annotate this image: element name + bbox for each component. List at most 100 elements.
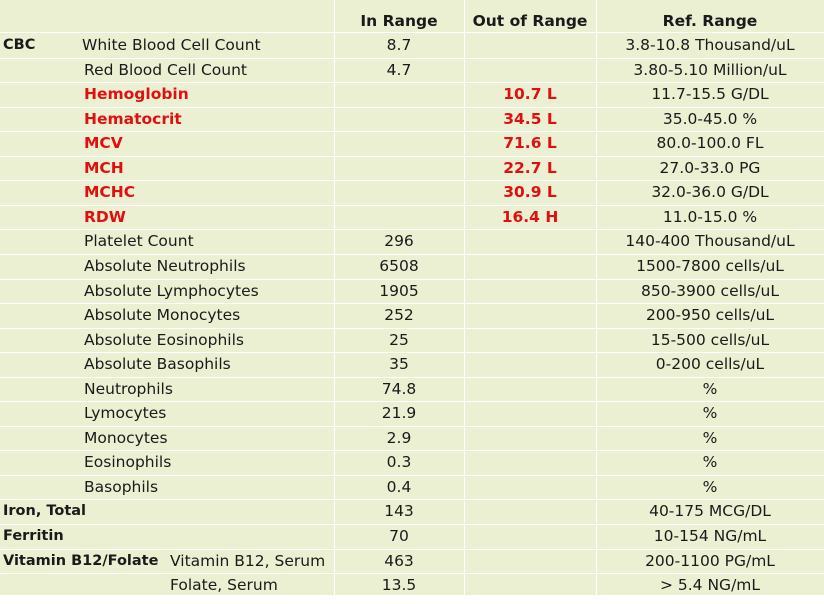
test-name: Lymocytes bbox=[84, 404, 167, 422]
test-name: RDW bbox=[84, 208, 126, 226]
test-name: MCV bbox=[84, 134, 123, 152]
row-divider bbox=[0, 549, 824, 550]
reference-range: 850-3900 cells/uL bbox=[641, 282, 779, 300]
group-label: Iron, Total bbox=[3, 503, 86, 519]
reference-range: > 5.4 NG/mL bbox=[659, 576, 761, 594]
row-divider bbox=[0, 107, 824, 108]
in-range-value: 8.7 bbox=[386, 36, 412, 54]
reference-range: 200-1100 PG/mL bbox=[645, 552, 775, 570]
test-name: Monocytes bbox=[84, 429, 168, 447]
out-of-range-value: 30.9 L bbox=[503, 183, 557, 201]
in-range-value: 252 bbox=[384, 306, 414, 324]
reference-range: 15-500 cells/uL bbox=[650, 331, 770, 349]
row-divider bbox=[0, 180, 824, 181]
reference-range: % bbox=[702, 478, 718, 496]
test-name: White Blood Cell Count bbox=[82, 36, 261, 54]
row-divider bbox=[0, 254, 824, 255]
in-range-value: 13.5 bbox=[381, 576, 417, 594]
column-divider bbox=[464, 0, 465, 595]
test-name: Red Blood Cell Count bbox=[84, 61, 247, 79]
row-divider bbox=[0, 573, 824, 574]
reference-range: 11.7-15.5 G/DL bbox=[651, 85, 769, 103]
row-divider bbox=[0, 156, 824, 157]
in-range-value: 4.7 bbox=[386, 61, 412, 79]
row-divider bbox=[0, 426, 824, 427]
test-name: Vitamin B12, Serum bbox=[170, 552, 326, 570]
test-name: Basophils bbox=[84, 478, 159, 496]
row-divider bbox=[0, 401, 824, 402]
reference-range: 27.0-33.0 PG bbox=[659, 159, 761, 177]
in-range-value: 70 bbox=[389, 527, 409, 545]
header-ref-range: Ref. Range bbox=[662, 12, 758, 30]
reference-range: 80.0-100.0 FL bbox=[656, 134, 764, 152]
in-range-value: 21.9 bbox=[381, 404, 417, 422]
test-name: Hematocrit bbox=[84, 110, 182, 128]
row-divider bbox=[0, 499, 824, 500]
test-name: Absolute Neutrophils bbox=[84, 257, 246, 275]
column-divider bbox=[334, 0, 335, 595]
test-name: Hemoglobin bbox=[84, 85, 189, 103]
reference-range: 1500-7800 cells/uL bbox=[636, 257, 784, 275]
row-divider bbox=[0, 450, 824, 451]
row-divider bbox=[0, 205, 824, 206]
row-divider bbox=[0, 352, 824, 353]
row-divider bbox=[0, 377, 824, 378]
reference-range: % bbox=[702, 453, 718, 471]
in-range-value: 0.4 bbox=[386, 478, 412, 496]
reference-range: 11.0-15.0 % bbox=[662, 208, 758, 226]
in-range-value: 0.3 bbox=[386, 453, 412, 471]
column-divider bbox=[596, 0, 597, 595]
row-divider bbox=[0, 524, 824, 525]
out-of-range-value: 22.7 L bbox=[503, 159, 557, 177]
test-name: MCH bbox=[84, 159, 124, 177]
reference-range: 10-154 NG/mL bbox=[653, 527, 767, 545]
test-name: MCHC bbox=[84, 183, 136, 201]
reference-range: % bbox=[702, 380, 718, 398]
row-divider bbox=[0, 131, 824, 132]
test-name: Absolute Lymphocytes bbox=[84, 282, 259, 300]
in-range-value: 6508 bbox=[379, 257, 419, 275]
row-divider bbox=[0, 475, 824, 476]
test-name: Absolute Basophils bbox=[84, 355, 231, 373]
reference-range: 0-200 cells/uL bbox=[655, 355, 765, 373]
reference-range: 140-400 Thousand/uL bbox=[625, 232, 795, 250]
in-range-value: 35 bbox=[389, 355, 409, 373]
reference-range: 32.0-36.0 G/DL bbox=[651, 183, 769, 201]
row-divider bbox=[0, 229, 824, 230]
in-range-value: 2.9 bbox=[386, 429, 412, 447]
in-range-value: 1905 bbox=[379, 282, 419, 300]
row-divider bbox=[0, 32, 824, 33]
row-divider bbox=[0, 279, 824, 280]
reference-range: % bbox=[702, 429, 718, 447]
in-range-value: 296 bbox=[384, 232, 414, 250]
out-of-range-value: 34.5 L bbox=[503, 110, 557, 128]
test-name: Absolute Eosinophils bbox=[84, 331, 244, 349]
row-divider bbox=[0, 303, 824, 304]
group-label: Vitamin B12/Folate bbox=[3, 553, 159, 569]
reference-range: 35.0-45.0 % bbox=[662, 110, 758, 128]
row-divider bbox=[0, 58, 824, 59]
test-name: Folate, Serum bbox=[170, 576, 278, 594]
test-name: Absolute Monocytes bbox=[84, 306, 241, 324]
test-name: Neutrophils bbox=[84, 380, 173, 398]
out-of-range-value: 16.4 H bbox=[501, 208, 559, 226]
in-range-value: 74.8 bbox=[381, 380, 417, 398]
in-range-value: 463 bbox=[384, 552, 414, 570]
row-divider bbox=[0, 82, 824, 83]
test-name: Platelet Count bbox=[84, 232, 194, 250]
header-out-of-range: Out of Range bbox=[472, 12, 588, 30]
test-name: Eosinophils bbox=[84, 453, 172, 471]
in-range-value: 143 bbox=[384, 502, 414, 520]
out-of-range-value: 10.7 L bbox=[503, 85, 557, 103]
reference-range: 200-950 cells/uL bbox=[645, 306, 775, 324]
group-label: CBC bbox=[3, 37, 36, 53]
in-range-value: 25 bbox=[389, 331, 409, 349]
reference-range: 40-175 MCG/DL bbox=[649, 502, 771, 520]
bottom-band bbox=[0, 595, 824, 604]
group-label: Ferritin bbox=[3, 528, 64, 544]
row-divider bbox=[0, 328, 824, 329]
header-in-range: In Range bbox=[360, 12, 438, 30]
out-of-range-value: 71.6 L bbox=[503, 134, 557, 152]
reference-range: 3.8-10.8 Thousand/uL bbox=[625, 36, 795, 54]
